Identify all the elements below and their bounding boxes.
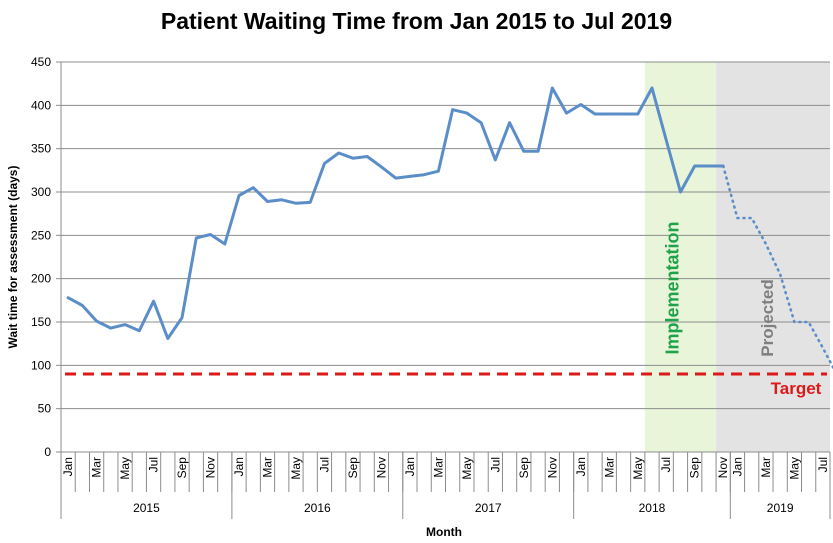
y-tick-label: 250	[31, 228, 51, 242]
month-label: Jul	[317, 457, 331, 472]
region-implementation	[644, 62, 717, 452]
month-label: Mar	[431, 457, 445, 478]
target-layer: Target	[65, 372, 827, 398]
month-label: Jan	[61, 457, 75, 476]
month-label: May	[460, 457, 474, 480]
year-label: 2018	[639, 501, 666, 515]
month-label: Mar	[602, 457, 616, 478]
month-label: Sep	[175, 457, 189, 479]
x-axis-label: Month	[426, 525, 462, 539]
y-tick-label: 450	[31, 55, 51, 69]
month-label: Jul	[659, 457, 673, 472]
axes: 0 50 100 150 200 250 300 350 400 450 Jan Mar May Jul S…	[31, 55, 831, 519]
labels-layer: Implementation Projected	[662, 221, 777, 356]
month-label: Nov	[204, 457, 218, 478]
month-label: Nov	[374, 457, 388, 478]
y-axis-label: Wait time for assessment (days)	[6, 166, 20, 349]
y-tick-label: 400	[31, 98, 51, 112]
month-label: Jan	[232, 457, 246, 476]
month-label: Sep	[346, 457, 360, 479]
y-tick-label: 150	[31, 315, 51, 329]
month-label: May	[118, 457, 132, 480]
y-tick-label: 350	[31, 142, 51, 156]
month-label: May	[289, 457, 303, 480]
chart-title: Patient Waiting Time from Jan 2015 to Ju…	[160, 8, 673, 34]
y-tick-label: 0	[44, 445, 51, 459]
month-label: Mar	[90, 457, 104, 478]
month-label: Nov	[716, 457, 730, 478]
region-projected	[716, 62, 830, 452]
month-label: Mar	[759, 457, 773, 478]
month-label: Jan	[574, 457, 588, 476]
y-tick-label: 300	[31, 185, 51, 199]
month-label: Jan	[730, 457, 744, 476]
year-label: 2016	[304, 501, 331, 515]
region-label-projected: Projected	[758, 279, 777, 356]
month-label: Jan	[403, 457, 417, 476]
y-tick-label: 100	[31, 358, 51, 372]
series-layer	[66, 86, 833, 370]
year-label: 2017	[475, 501, 502, 515]
month-label: Jul	[488, 457, 502, 472]
regions-layer	[644, 62, 830, 452]
month-label: Mar	[260, 457, 274, 478]
projected-series-line	[721, 164, 833, 370]
month-label: Sep	[517, 457, 531, 479]
year-label: 2019	[767, 501, 794, 515]
month-label: May	[787, 457, 801, 480]
actual-series-line	[66, 86, 725, 340]
y-tick-label: 50	[38, 402, 52, 416]
y-tick-label: 200	[31, 272, 51, 286]
year-label: 2015	[133, 501, 160, 515]
gridlines	[61, 61, 830, 453]
region-label-implementation: Implementation	[662, 221, 682, 354]
target-label: Target	[771, 379, 822, 398]
month-label: May	[631, 457, 645, 480]
month-label: Jul	[816, 457, 830, 472]
month-label: Nov	[545, 457, 559, 478]
month-label: Sep	[688, 457, 702, 479]
month-label: Jul	[147, 457, 161, 472]
